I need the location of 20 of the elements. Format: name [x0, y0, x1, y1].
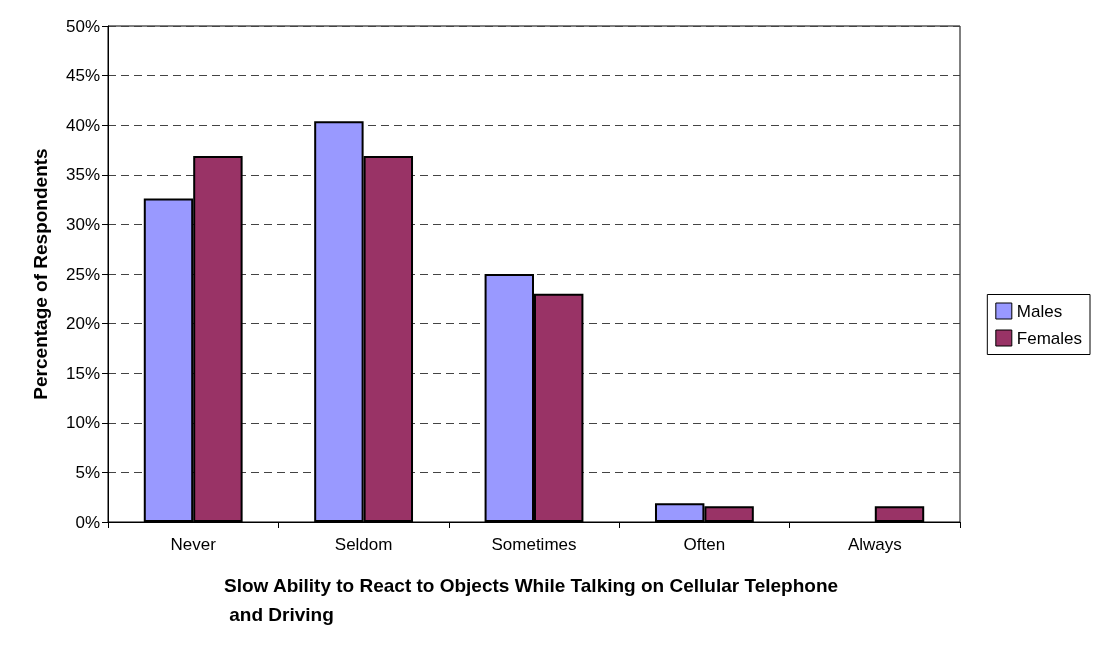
x-tick-label: Never	[170, 535, 217, 554]
y-tick-label: 10%	[65, 413, 100, 433]
y-tick-label: 5%	[75, 462, 100, 482]
y-tick-label: 30%	[65, 214, 100, 234]
x-tick-label: Often	[683, 535, 726, 554]
y-tick-label: 35%	[65, 165, 100, 185]
x-axis-title: Slow Ability to React to Objects While Talking on Cellular Telephone and Driving	[224, 575, 839, 625]
y-tick-label: 40%	[65, 115, 100, 135]
x-tick-label: Always	[847, 535, 902, 554]
y-tick-label: 50%	[65, 16, 100, 36]
y-tick-label: 45%	[65, 66, 100, 86]
y-tick-label: 20%	[65, 314, 100, 334]
y-tick-label: 25%	[65, 264, 100, 284]
y-axis-title: Percentage of Respondents	[30, 148, 51, 400]
y-tick-label: 15%	[65, 363, 100, 383]
legend-label: Males	[1016, 301, 1063, 321]
legend-label: Females	[1016, 328, 1082, 348]
x-tick-label: Sometimes	[491, 535, 577, 554]
x-tick-label: Seldom	[334, 535, 393, 554]
y-tick-label: 0%	[75, 512, 100, 532]
